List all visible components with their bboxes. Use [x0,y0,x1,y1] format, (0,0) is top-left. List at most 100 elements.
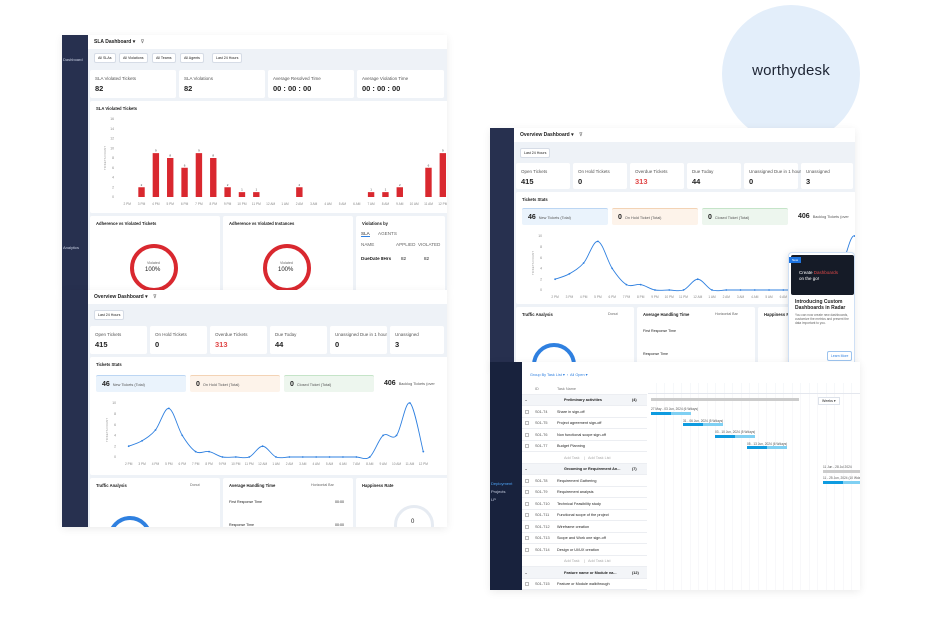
filter-violations[interactable]: All Violations [119,53,148,63]
sidebar-item-projects[interactable]: Projects [491,489,506,494]
task-row[interactable]: S01-T5 Project agreement sign-off [522,417,647,429]
x-tick-label: 10 PM [237,202,247,206]
sidebar-item-dashboard[interactable]: Dashboard [63,57,83,62]
task-row[interactable]: S01-T8 Requirement Gathering [522,475,647,487]
row-checkbox[interactable] [525,524,529,529]
stat-new-tickets: 46 New Tickets (Total) [522,208,608,225]
y-tick-label: 10 [110,146,114,150]
tab-sla[interactable]: SLA [361,231,370,237]
x-tick-label: 3 AM [737,295,745,299]
row-checkbox[interactable] [525,409,529,414]
view-filter[interactable]: All Open [570,373,585,377]
data-point [221,456,224,458]
add-task-link[interactable]: Add Task [564,559,580,563]
filter-teams[interactable]: All Teams [152,53,176,63]
task-row[interactable]: S01-T4 Share in sign-off [522,406,647,418]
timeline-grid [648,394,860,590]
sidebar-item-lp[interactable]: LP [491,497,496,502]
chart-type-select[interactable]: Horizontal Bar [311,483,334,487]
chart-type-select[interactable]: Horizontal Bar [715,312,738,316]
group-by-select[interactable]: Group By Task List ▾ › All Open ▾ [530,373,588,377]
task-row[interactable]: S01-T7 Budget Planning [522,440,647,452]
filter-icon[interactable]: ⊽ [579,132,583,138]
row-checkbox[interactable] [525,501,529,506]
chart-title: SLA Violated Tickets [96,106,138,111]
x-tick-label: 7 PM [623,295,631,299]
row-checkbox[interactable] [525,421,529,425]
bar [296,187,303,197]
task-group-row[interactable]: – Grooming or Requirement An... (7) [522,463,647,475]
filter-agents[interactable]: All Agents [180,53,204,63]
group-bar[interactable] [823,469,860,473]
data-label: 8 [212,154,214,158]
data-point [739,289,742,291]
stat-new-tickets: 46 New Tickets (Total) [96,375,186,392]
x-tick-label: 9 PM [651,295,659,299]
bar [238,192,246,197]
task-group-row[interactable]: – Feature name or Module na... (12) [522,567,647,579]
data-point [328,456,331,458]
filter-icon[interactable]: ⊽ [153,294,157,300]
kpi-card: On Hold Tickets 0 [150,326,207,354]
y-axis-label: TICKETS COUNT [105,418,109,442]
task-row[interactable]: S01-T9 Requirement analysis [522,486,647,498]
add-task-link[interactable]: Add Task [564,455,580,460]
row-checkbox[interactable] [525,513,529,517]
task-row[interactable]: S01-T13 Scope and Work one sign-off [522,532,647,544]
task-bar[interactable] [651,411,691,415]
page-title[interactable]: Overview Dashboard [94,294,144,300]
x-tick-label: 5 AM [326,462,334,466]
donut-chart [130,244,178,290]
traffic-analysis-card: Traffic Analysis Donut [516,307,634,368]
page-title[interactable]: Overview Dashboard [520,132,570,138]
row-checkbox[interactable] [525,536,529,540]
kpi-card: On Hold Tickets 0 [573,163,627,189]
row-checkbox[interactable] [525,444,529,448]
row-checkbox[interactable] [525,547,529,552]
data-point [597,240,599,243]
task-bar[interactable] [683,423,723,426]
row-checkbox[interactable] [525,490,529,494]
task-row[interactable]: S01-T14 Design or UI/UX creation [522,544,647,556]
time-range-select[interactable]: Last 24 Hours [94,310,125,320]
y-tick-label: 6 [112,166,114,170]
row-checkbox[interactable] [525,432,529,437]
sidebar-item-analytics[interactable]: Analytics [63,245,80,250]
y-axis-label: TICKETS COUNT [531,251,535,275]
add-task-list-link[interactable]: Add Task List [588,455,611,460]
row-checkbox[interactable] [525,582,529,586]
row-checkbox[interactable] [525,478,529,483]
filter-icon[interactable]: ⊽ [140,39,145,45]
task-row[interactable]: S01-T15 Feature or Module walkthrough [522,578,647,590]
task-bar[interactable] [823,480,860,484]
task-bar[interactable] [747,446,787,449]
filter-time-range[interactable]: Last 24 Hours [212,53,243,63]
task-group-row[interactable]: – Preliminary activities (4) [522,394,647,406]
task-row[interactable]: S01-T12 Wireframe creation [522,521,647,533]
add-task-row: Add Task | Add Task List [522,452,647,464]
stat-backlog: 406 Backlog Tickets (over [792,208,855,225]
group-bar[interactable] [651,397,799,401]
learn-more-button[interactable]: Learn More [827,351,853,361]
data-point [261,445,264,448]
data-label: 9 [442,149,444,153]
chart-type-select[interactable]: Donut [190,483,200,487]
sidebar-item-deployment[interactable]: Deployment [491,481,513,486]
task-row[interactable]: S01-T11 Functional scope of the project [522,509,647,521]
scale-select[interactable]: Weeks ▾ [818,397,840,405]
page-title[interactable]: SLA Dashboard [94,39,132,45]
stat-on-hold: 0 On Hold Ticket (Total) [190,375,280,392]
task-row[interactable]: S01-T10 Technical Feasibility study [522,498,647,510]
add-task-list-link[interactable]: Add Task List [588,559,611,563]
task-bar[interactable] [715,434,755,438]
chart-type-select[interactable]: Donut [608,312,618,316]
traffic-analysis-card: Traffic Analysis Donut [90,478,220,527]
task-row[interactable]: S01-T6 Non functional scope sign-off [522,429,647,441]
data-point [275,456,277,458]
data-point [625,283,628,286]
filter-slas[interactable]: All SLAs [94,53,116,63]
tab-agents[interactable]: AGENTS [378,231,397,236]
time-range-select[interactable]: Last 24 Hours [520,148,551,158]
popup-body: You can now create new dashboards, custo… [795,313,849,326]
tickets-stats-card: Tickets Stats 46 New Tickets (Total) 0 On … [90,357,447,475]
